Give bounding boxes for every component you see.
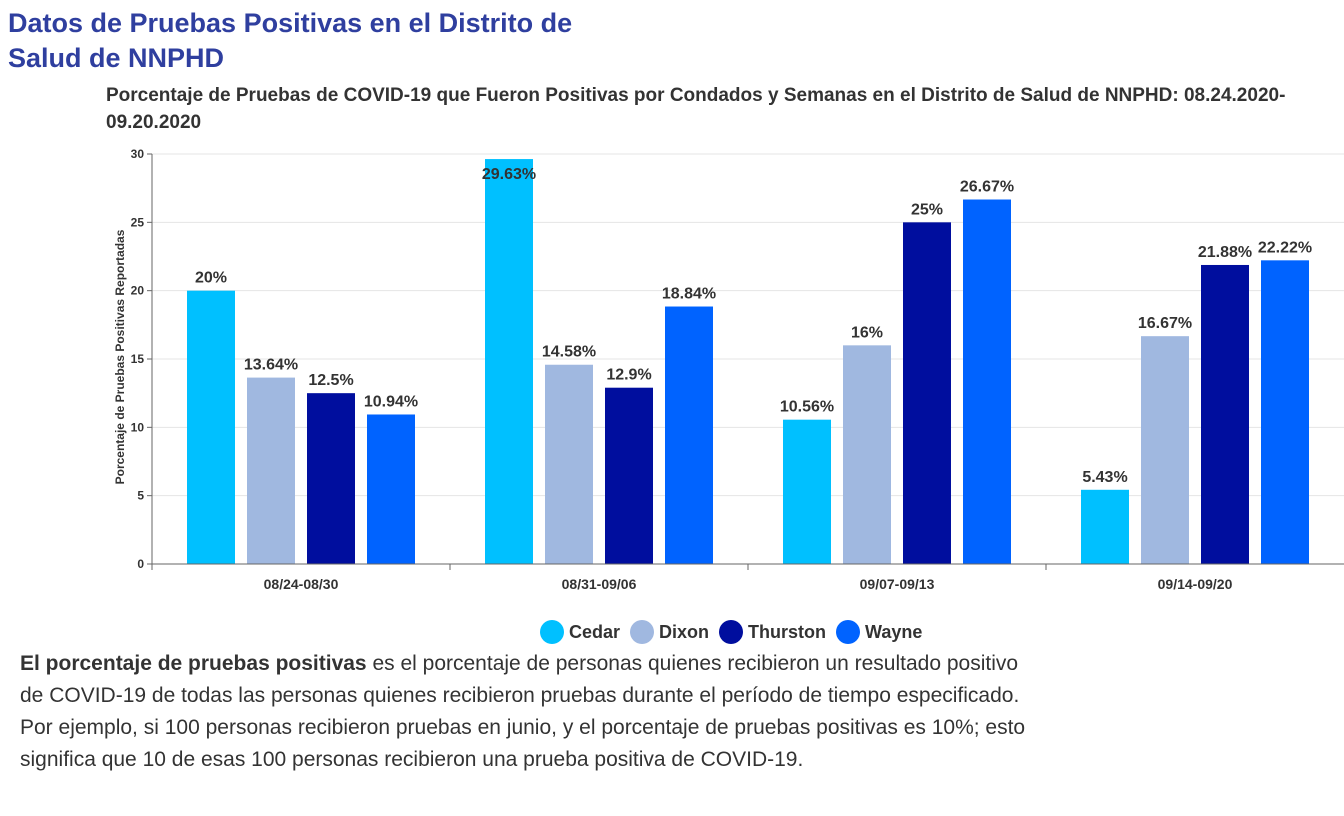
data-label: 12.9% xyxy=(606,367,651,384)
data-labels: 20% 13.64% 12.5% 10.94% 29.63% 14.58% 12.9% 18.… xyxy=(195,166,1312,486)
bar-thurston[interactable] xyxy=(605,387,653,564)
legend-swatch xyxy=(540,620,564,644)
page-heading: Datos de Pruebas Positivas en el Distrit… xyxy=(8,8,573,73)
y-tick-label: 15 xyxy=(131,352,145,366)
y-tick-label: 25 xyxy=(131,215,145,229)
bar-dixon[interactable] xyxy=(843,345,891,564)
data-label: 10.56% xyxy=(780,399,834,416)
data-label: 21.88% xyxy=(1198,244,1252,261)
data-label: 18.84% xyxy=(662,286,716,303)
bars xyxy=(187,159,1309,564)
legend-swatch xyxy=(719,620,744,644)
bar-cedar[interactable] xyxy=(783,419,831,564)
bar-cedar[interactable] xyxy=(187,290,235,564)
data-label: 25% xyxy=(911,201,943,218)
bar-thurston[interactable] xyxy=(903,222,951,564)
legend: Cedar Dixon Thurston Wayne xyxy=(540,620,922,644)
y-tick-label: 30 xyxy=(131,147,145,161)
x-tick-label: 09/14-09/20 xyxy=(1158,576,1233,592)
legend-swatch xyxy=(836,620,861,644)
legend-label: Dixon xyxy=(659,621,710,642)
bar-wayne[interactable] xyxy=(367,414,415,564)
bar-thurston[interactable] xyxy=(307,393,355,564)
data-label: 16% xyxy=(851,324,883,341)
data-label: 26.67% xyxy=(960,179,1014,196)
description-text: es el porcentaje de personas quienes rec… xyxy=(20,652,1026,771)
data-label: 29.63% xyxy=(482,166,536,183)
y-tick-label: 0 xyxy=(137,557,144,571)
data-label: 12.5% xyxy=(308,372,353,389)
legend-swatch xyxy=(630,620,655,644)
bar-cedar[interactable] xyxy=(1081,489,1129,564)
legend-item-dixon[interactable]: Dixon xyxy=(630,620,709,644)
legend-item-thurston[interactable]: Thurston xyxy=(719,620,826,644)
y-axis: 0 5 10 15 20 25 30 xyxy=(131,147,153,571)
data-label: 22.22% xyxy=(1258,239,1312,256)
y-tick-label: 20 xyxy=(131,284,145,298)
data-label: 5.43% xyxy=(1082,469,1127,486)
bar-dixon[interactable] xyxy=(1141,336,1189,564)
data-label: 10.94% xyxy=(364,393,418,410)
chart-title: Porcentaje de Pruebas de COVID-19 que Fu… xyxy=(106,85,1286,133)
y-axis-label: Porcentaje de Pruebas Positivas Reportad… xyxy=(113,229,127,484)
x-axis: 08/24-08/30 08/31-09/06 09/07-09/13 09/14-0… xyxy=(151,563,1344,592)
bar-dixon[interactable] xyxy=(247,377,295,564)
y-tick-label: 10 xyxy=(131,420,145,434)
data-label: 20% xyxy=(195,270,227,287)
description-bold: El porcentaje de pruebas positivas xyxy=(20,652,367,675)
legend-label: Wayne xyxy=(865,621,923,642)
data-label: 16.67% xyxy=(1138,315,1192,332)
legend-label: Cedar xyxy=(569,621,621,642)
legend-item-cedar[interactable]: Cedar xyxy=(540,620,620,644)
legend-label: Thurston xyxy=(748,621,827,642)
bar-cedar[interactable] xyxy=(485,159,533,564)
data-label: 14.58% xyxy=(542,344,596,361)
bar-wayne[interactable] xyxy=(665,306,713,564)
x-tick-label: 08/31-09/06 xyxy=(562,576,637,592)
description: El porcentaje de pruebas positivas es el… xyxy=(20,648,1030,776)
legend-item-wayne[interactable]: Wayne xyxy=(836,620,922,644)
x-tick-label: 08/24-08/30 xyxy=(264,576,339,592)
y-tick-label: 5 xyxy=(137,489,144,503)
data-label: 13.64% xyxy=(244,357,298,374)
bar-dixon[interactable] xyxy=(545,364,593,564)
bar-wayne[interactable] xyxy=(963,199,1011,564)
bar-chart: 0 5 10 15 20 25 30 20% 13.64% 12.5% 10.94% 29.63% 1… xyxy=(113,147,1344,592)
bar-thurston[interactable] xyxy=(1201,264,1249,564)
x-tick-label: 09/07-09/13 xyxy=(860,576,935,592)
bar-wayne[interactable] xyxy=(1261,260,1309,564)
